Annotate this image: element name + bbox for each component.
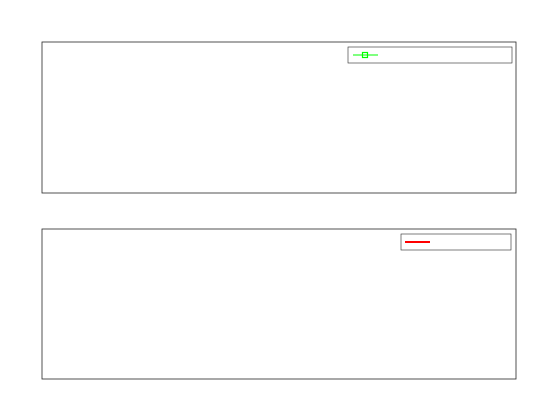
top-legend-box: [347, 46, 513, 64]
top-panel: [41, 41, 517, 194]
bottom-legend-box: [400, 233, 512, 251]
top-legend: [347, 46, 513, 64]
top-legend-marker-swatch: [361, 51, 369, 59]
bottom-panel: [41, 228, 517, 380]
top-plot-frame: [41, 41, 517, 194]
bottom-legend: [400, 233, 512, 251]
bottom-plot-frame: [41, 228, 517, 380]
